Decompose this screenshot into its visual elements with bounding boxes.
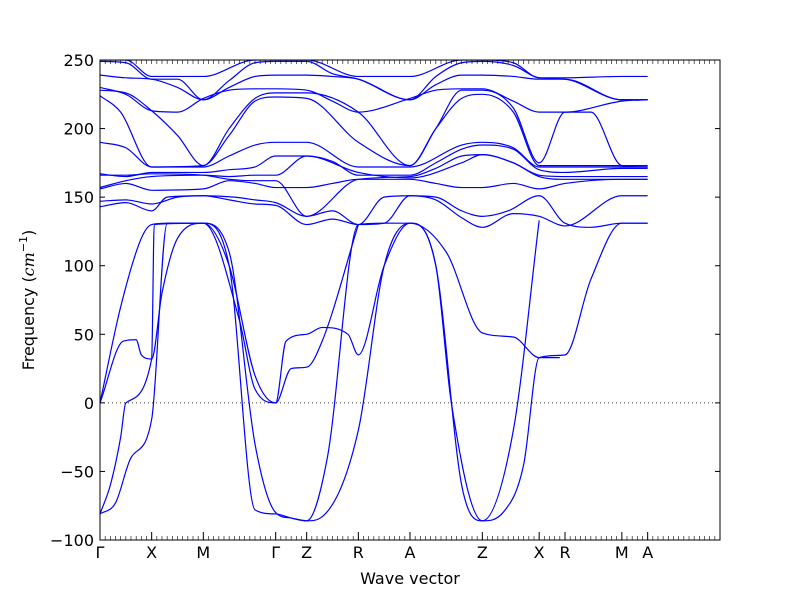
y-tick-label: 150 xyxy=(63,188,94,207)
phonon-band-17 xyxy=(100,60,648,79)
x-tick-label: A xyxy=(405,543,416,562)
phonon-band-16 xyxy=(100,60,648,101)
x-tick-label: M xyxy=(196,543,210,562)
phonon-band-3 xyxy=(100,222,560,404)
y-tick-label: 50 xyxy=(74,325,94,344)
y-axis-label: Frequency (cm−1) xyxy=(17,230,38,371)
y-axis-label-prefix: Frequency ( xyxy=(19,276,38,370)
y-axis-ticks: −100 −50 0 50 100 150 200 250 xyxy=(50,51,720,550)
y-tick-label: −100 xyxy=(50,531,94,550)
phonon-band-4 xyxy=(100,222,359,404)
y-axis-label-suffix: ) xyxy=(19,230,38,236)
x-tick-label: Γ xyxy=(96,543,105,562)
y-axis-label-exponent: −1 xyxy=(17,236,30,252)
y-tick-label: −50 xyxy=(60,462,94,481)
x-tick-label: Z xyxy=(301,543,312,562)
phonon-band-9 xyxy=(100,154,648,217)
x-tick-label: Γ xyxy=(271,543,280,562)
phonon-band-7 xyxy=(100,178,648,191)
x-tick-label: R xyxy=(353,543,364,562)
x-axis-label: Wave vector xyxy=(360,569,460,588)
x-tick-label: X xyxy=(146,543,157,562)
phonon-band-6 xyxy=(100,195,648,228)
y-tick-label: 0 xyxy=(84,394,94,413)
phonon-band-1 xyxy=(100,222,648,522)
y-tick-label: 250 xyxy=(63,51,94,70)
phonon-band-5 xyxy=(100,195,648,228)
phonon-band-13 xyxy=(100,89,648,168)
phonon-band-14 xyxy=(100,86,648,113)
y-tick-label: 100 xyxy=(63,257,94,276)
phonon-band-12 xyxy=(100,93,648,168)
plot-frame xyxy=(99,59,721,541)
phonon-bands xyxy=(100,60,648,522)
phonon-band-8 xyxy=(100,154,648,189)
y-axis-label-unit: cm xyxy=(19,252,38,276)
phonon-band-11 xyxy=(100,141,648,168)
x-tick-label: A xyxy=(642,543,653,562)
x-tick-label: Z xyxy=(477,543,488,562)
phonon-band-10 xyxy=(100,144,648,178)
phonon-band-2 xyxy=(100,220,540,522)
x-tick-label: X xyxy=(534,543,545,562)
x-tick-label: M xyxy=(615,543,629,562)
y-tick-label: 200 xyxy=(63,120,94,139)
x-tick-label: R xyxy=(559,543,570,562)
